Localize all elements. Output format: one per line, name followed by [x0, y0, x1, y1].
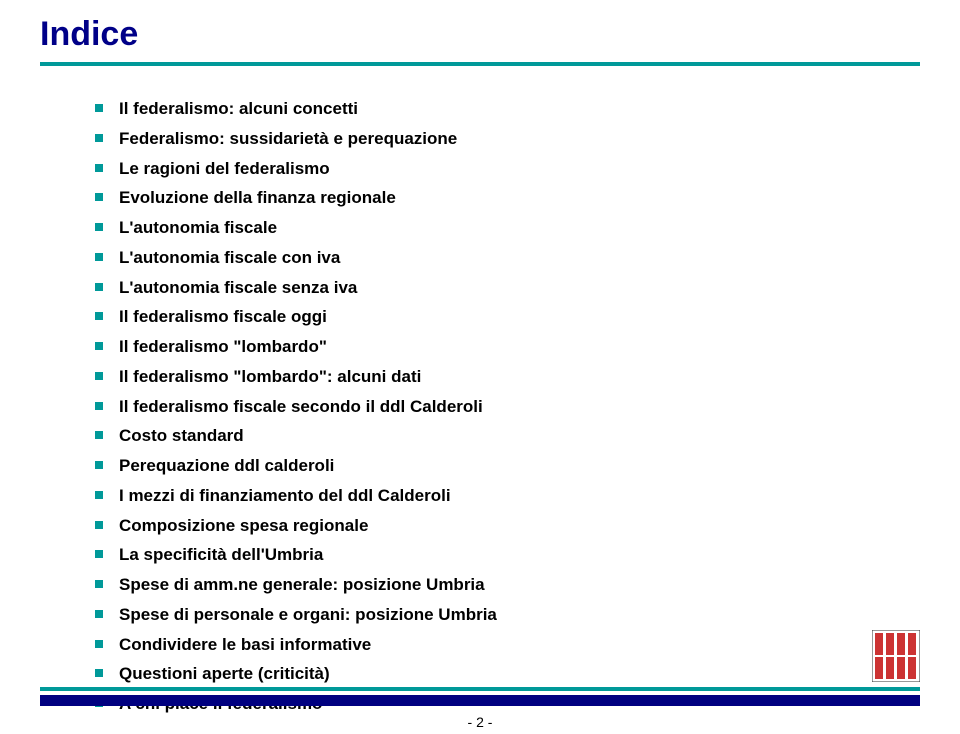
- list-item: Evoluzione della finanza regionale: [95, 183, 920, 213]
- list-item: Il federalismo "lombardo": [95, 332, 920, 362]
- title-underline: [40, 62, 920, 66]
- footer-line-teal: [40, 687, 920, 691]
- list-item: Le ragioni del federalismo: [95, 154, 920, 184]
- footer: [40, 687, 920, 706]
- list-item: L'autonomia fiscale senza iva: [95, 273, 920, 303]
- list-item: Federalismo: sussidarietà e perequazione: [95, 124, 920, 154]
- footer-line-navy: [40, 695, 920, 706]
- list-item: Il federalismo fiscale secondo il ddl Ca…: [95, 392, 920, 422]
- content-area: Il federalismo: alcuni concetti Federali…: [40, 94, 920, 719]
- regione-umbria-logo-icon: [872, 630, 920, 682]
- page-number: - 2 -: [0, 714, 960, 730]
- page-title: Indice: [40, 15, 920, 54]
- list-item: I mezzi di finanziamento del ddl Caldero…: [95, 481, 920, 511]
- list-item: L'autonomia fiscale: [95, 213, 920, 243]
- list-item: Questioni aperte (criticità): [95, 659, 920, 689]
- list-item: Il federalismo "lombardo": alcuni dati: [95, 362, 920, 392]
- list-item: Perequazione ddl calderoli: [95, 451, 920, 481]
- list-item: La specificità dell'Umbria: [95, 540, 920, 570]
- list-item: Condividere le basi informative: [95, 630, 920, 660]
- list-item: Il federalismo fiscale oggi: [95, 302, 920, 332]
- list-item: Spese di amm.ne generale: posizione Umbr…: [95, 570, 920, 600]
- list-item: Costo standard: [95, 421, 920, 451]
- list-item: Spese di personale e organi: posizione U…: [95, 600, 920, 630]
- list-item: L'autonomia fiscale con iva: [95, 243, 920, 273]
- list-item: Composizione spesa regionale: [95, 511, 920, 541]
- slide-page: Indice Il federalismo: alcuni concetti F…: [0, 0, 960, 734]
- list-item: Il federalismo: alcuni concetti: [95, 94, 920, 124]
- index-list: Il federalismo: alcuni concetti Federali…: [95, 94, 920, 719]
